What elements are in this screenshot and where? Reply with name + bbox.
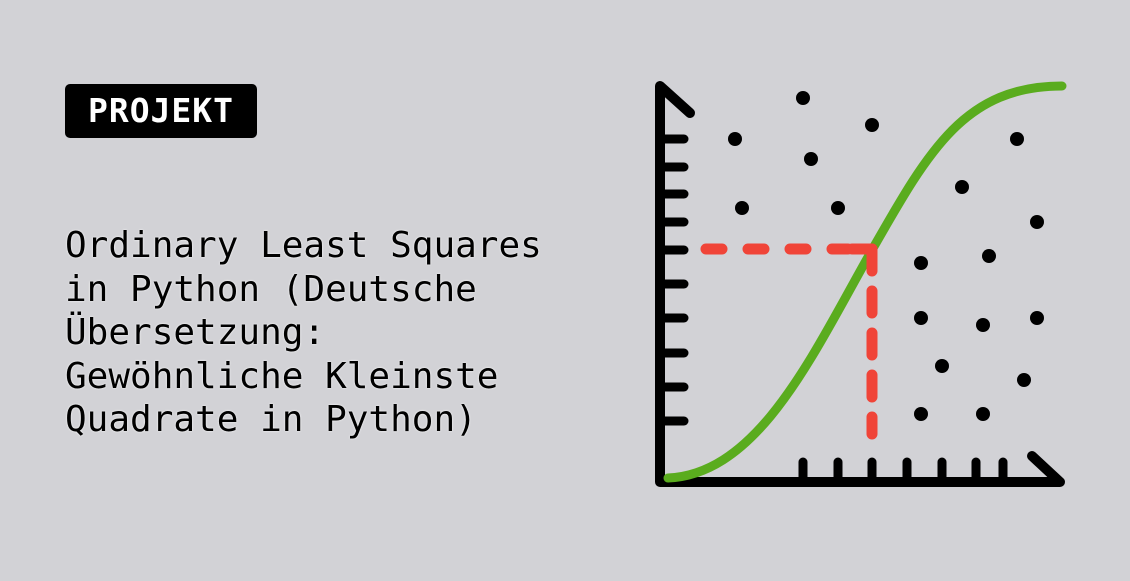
scatter-point (976, 318, 990, 332)
scatter-point (831, 201, 845, 215)
scatter-point (728, 132, 742, 146)
axes (655, 81, 1065, 487)
scatter-point (982, 249, 996, 263)
scatter-point (1010, 132, 1024, 146)
x-ticks (798, 457, 1008, 485)
scatter-point (735, 201, 749, 215)
scatter-point (1017, 373, 1031, 387)
scatter-point (796, 91, 810, 105)
sigmoid-curve (663, 81, 1067, 483)
scatter-points (728, 91, 1044, 421)
scatter-point (865, 118, 879, 132)
scatter-point (1030, 215, 1044, 229)
scatter-point (914, 311, 928, 325)
scatter-point (955, 180, 969, 194)
scatter-point (804, 152, 818, 166)
guide-corner (846, 243, 878, 272)
page-title: Ordinary Least Squares in Python (Deutsc… (65, 225, 542, 440)
category-badge: PROJEKT (65, 84, 257, 138)
scatter-point (935, 359, 949, 373)
scatter-point (1030, 311, 1044, 325)
scatter-point (976, 407, 990, 421)
y-ticks (657, 134, 689, 426)
scatter-point (914, 407, 928, 421)
scatter-point (914, 256, 928, 270)
axis-lines (655, 81, 1065, 487)
